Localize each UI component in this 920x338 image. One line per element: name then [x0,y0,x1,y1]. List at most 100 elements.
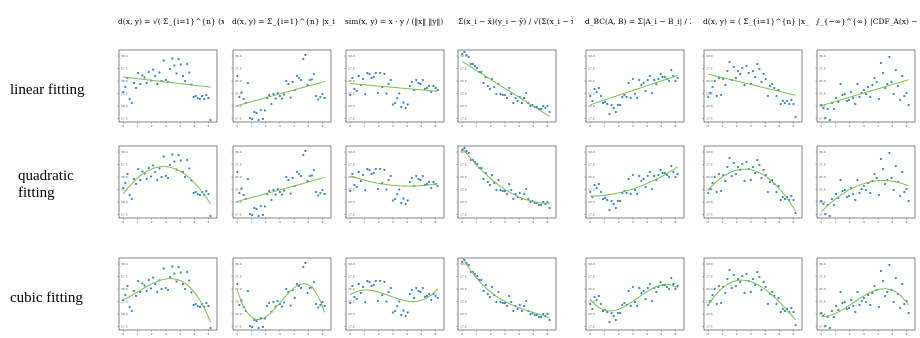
x-tick-label: 5 [420,220,422,224]
data-point [188,71,191,74]
plot-linear-euclidean: 0 1 2 3 4 5 6 17.5 20.0 22.5 25.0 27.5 30.0 [117,49,218,128]
data-point [134,86,138,90]
data-point [869,191,872,195]
data-point [520,309,524,313]
data-point [533,313,536,317]
data-point [597,182,600,186]
data-point [251,325,254,329]
data-point [145,289,148,293]
data-point [374,71,377,75]
y-tick-label: 22.5 [819,300,826,304]
data-point [779,310,782,314]
data-point [461,260,464,264]
data-point [659,72,662,76]
data-point [276,187,279,191]
data-point [537,315,541,319]
y-tick-label: 22.5 [348,92,355,96]
data-point [642,177,645,181]
data-point [476,274,479,278]
y-tick-label: 25.0 [121,175,128,179]
data-point [255,207,258,211]
data-point [728,156,731,160]
x-tick-label: 1 [251,220,253,224]
data-point [410,80,414,84]
data-point [754,283,757,287]
data-point [601,101,605,105]
plot-quadratic-pearson: 0 1 2 3 4 5 6 17.5 20.0 22.5 25.0 27.5 30.0 [456,145,557,224]
x-tick-label: 6 [793,332,795,336]
y-tick-label: 30.0 [460,54,467,58]
data-point [633,188,637,192]
x-tick-label: 2 [618,332,620,336]
data-point [312,168,316,172]
plot-quadratic-manhattan: 0 1 2 3 4 5 6 17.5 20.0 22.5 25.0 27.5 30.0 [231,145,332,224]
data-point [242,193,245,197]
plot-frame [457,49,557,123]
x-tick-label: 1 [364,332,366,336]
data-point [400,105,403,109]
y-tick-label: 22.5 [588,188,595,192]
data-point [353,87,356,91]
data-point [126,284,129,288]
data-point [368,72,371,76]
data-point [194,302,197,306]
y-tick-label: 17.5 [706,117,713,121]
data-point [636,304,639,308]
data-point [248,212,252,216]
data-point [248,116,252,120]
data-point [847,306,851,310]
data-point [128,193,131,197]
y-tick-label: 20.0 [460,104,467,108]
x-tick-label: 6 [435,220,437,224]
y-tick-label: 30.0 [706,262,713,266]
y-tick-label: 25.0 [235,79,242,83]
data-point [387,290,390,294]
x-tick-label: 1 [137,332,139,336]
data-point [181,282,185,286]
y-tick-label: 30.0 [588,54,595,58]
data-point [894,276,897,280]
data-point [627,177,630,181]
data-point [236,74,239,78]
data-point [657,77,660,81]
data-point [638,174,641,178]
y-tick-label: 22.5 [819,188,826,192]
data-point [903,94,906,98]
data-point [314,94,318,98]
data-point [253,206,256,210]
data-point [473,64,477,68]
data-point [263,109,267,112]
data-point [867,85,870,89]
x-tick-label: 1 [251,332,253,336]
data-point [297,172,301,176]
y-tick-label: 25.0 [706,175,713,179]
y-tick-label: 17.5 [588,325,595,329]
data-point [321,300,324,304]
y-tick-label: 22.5 [706,92,713,96]
data-point [183,175,187,179]
data-point [653,174,656,178]
data-point [317,98,320,101]
x-tick-label: 4 [764,220,766,224]
data-point [599,190,603,194]
data-point [404,106,407,110]
data-point [518,303,521,307]
plot-frame [585,145,685,219]
data-point [463,50,466,54]
data-point [486,84,489,88]
data-point [248,324,252,328]
data-point [236,282,239,286]
data-point [862,296,865,300]
data-point [465,53,468,57]
data-point [625,95,628,99]
data-point [713,287,716,291]
y-tick-label: 25.0 [348,175,355,179]
data-point [751,69,755,73]
data-point [488,295,492,299]
data-point [295,74,299,78]
data-point [877,305,880,309]
data-point [205,301,208,305]
data-point [548,318,551,322]
x-tick-label: 5 [778,220,780,224]
data-point [858,95,861,99]
